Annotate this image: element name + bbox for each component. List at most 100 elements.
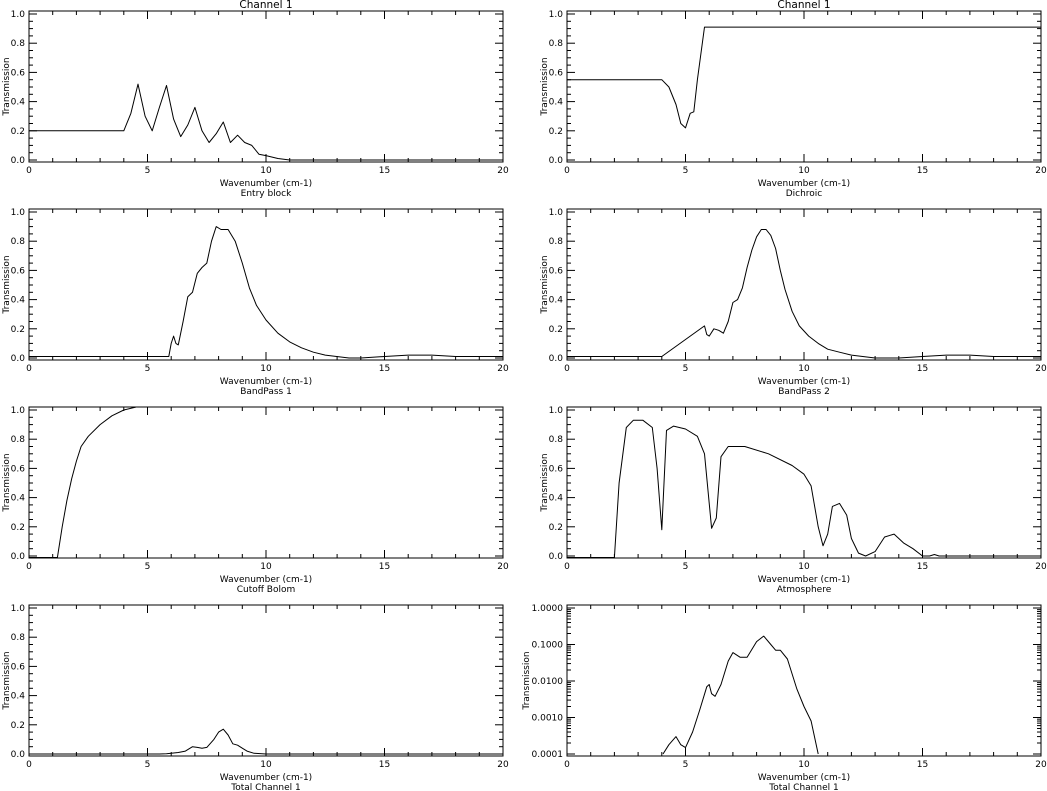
x-tick-label: 5 bbox=[683, 562, 689, 572]
y-tick-label: 1.0 bbox=[549, 10, 564, 20]
x-tick-label: 20 bbox=[1035, 166, 1047, 176]
x-tick-label: 10 bbox=[260, 364, 272, 374]
y-tick-label: 0.4 bbox=[549, 494, 564, 504]
plot-frame bbox=[28, 406, 504, 559]
y-tick-label: 0.0 bbox=[11, 552, 26, 562]
plot-frame bbox=[566, 406, 1042, 559]
y-tick-label: 0.6 bbox=[549, 68, 564, 78]
chart-panel-7: 0 5 10 15 20 0.0 0.2 0.4 0.6 0.8 1.0 Wavenumber (cm… bbox=[2, 604, 509, 791]
x-axis-label: Wavenumber (cm-1) bbox=[758, 575, 850, 585]
y-tick-label: 0.2 bbox=[549, 325, 563, 335]
x-tick-label: 5 bbox=[683, 760, 689, 770]
chart-panel-4: 0 5 10 15 20 0.0 0.2 0.4 0.6 0.8 1.0 Wavenumber (cm… bbox=[540, 208, 1047, 397]
x-axis-label: Wavenumber (cm-1) bbox=[220, 575, 312, 585]
y-tick-label: 0.0100 bbox=[532, 677, 564, 687]
y-axis-label: Transmission bbox=[540, 255, 550, 314]
y-tick-label: 0.4 bbox=[11, 494, 26, 504]
y-tick-label: 0.0001 bbox=[532, 750, 564, 760]
x-tick-label: 10 bbox=[260, 562, 272, 572]
x-tick-label: 20 bbox=[1035, 562, 1047, 572]
series-line bbox=[29, 226, 503, 359]
y-tick-label: 0.0 bbox=[549, 156, 564, 166]
y-tick-label: 0.0 bbox=[549, 354, 564, 364]
x-tick-label: 20 bbox=[1035, 760, 1047, 770]
y-tick-label: 0.8 bbox=[11, 633, 26, 643]
y-axis-label: Transmission bbox=[2, 255, 12, 314]
x-tick-label: 0 bbox=[26, 166, 32, 176]
y-axis-label: Transmission bbox=[2, 651, 12, 710]
y-axis-label: Transmission bbox=[540, 57, 550, 116]
x-tick-label: 15 bbox=[917, 364, 928, 374]
x-tick-label: 20 bbox=[497, 760, 509, 770]
chart-subtitle: Total Channel 1 bbox=[768, 783, 838, 791]
y-tick-label: 0.4 bbox=[11, 98, 26, 108]
y-tick-label: 0.8 bbox=[11, 435, 26, 445]
plot-frame bbox=[28, 208, 504, 361]
x-tick-label: 0 bbox=[564, 562, 570, 572]
series-line bbox=[662, 635, 819, 755]
chart-panel-5: 0 5 10 15 20 0.0 0.2 0.4 0.6 0.8 1.0 Wavenumber (cm… bbox=[2, 406, 509, 595]
y-tick-label: 0.0010 bbox=[532, 714, 564, 724]
chart-subtitle: Entry block bbox=[241, 189, 292, 199]
plot-frame bbox=[566, 208, 1042, 361]
x-tick-label: 10 bbox=[798, 166, 810, 176]
series-line bbox=[567, 26, 1041, 129]
y-tick-label: 1.0 bbox=[11, 208, 26, 218]
x-tick-label: 20 bbox=[497, 364, 509, 374]
x-axis-label: Wavenumber (cm-1) bbox=[758, 377, 850, 387]
chart-subtitle: Dichroic bbox=[786, 189, 823, 199]
x-tick-label: 0 bbox=[564, 166, 570, 176]
y-tick-label: 0.8 bbox=[11, 237, 26, 247]
y-tick-label: 0.6 bbox=[549, 464, 564, 474]
x-tick-label: 5 bbox=[145, 364, 151, 374]
x-axis-label: Wavenumber (cm-1) bbox=[758, 773, 850, 783]
y-axis-label: Transmission bbox=[2, 57, 12, 116]
chart-subtitle: Total Channel 1 bbox=[230, 783, 300, 791]
y-tick-label: 0.8 bbox=[549, 39, 564, 49]
y-tick-label: 0.6 bbox=[11, 662, 26, 672]
chart-title: Channel 1 bbox=[777, 0, 830, 11]
y-tick-label: 0.4 bbox=[549, 296, 564, 306]
y-axis-label: Transmission bbox=[540, 453, 550, 512]
x-axis-label: Wavenumber (cm-1) bbox=[220, 179, 312, 189]
y-tick-label: 0.0 bbox=[11, 354, 26, 364]
plot-frame bbox=[28, 10, 504, 163]
y-tick-label: 0.6 bbox=[11, 464, 26, 474]
y-axis-label: Transmission bbox=[2, 453, 12, 512]
series-line bbox=[29, 728, 503, 755]
y-tick-label: 0.4 bbox=[11, 692, 26, 702]
x-tick-label: 10 bbox=[260, 760, 272, 770]
y-tick-label: 0.1000 bbox=[532, 641, 564, 651]
chart-panel-2: 0 5 10 15 20 0.0 0.2 0.4 0.6 0.8 1.0 Channel 1 Waven… bbox=[540, 0, 1047, 199]
x-tick-label: 10 bbox=[798, 364, 810, 374]
y-tick-label: 0.4 bbox=[11, 296, 26, 306]
y-tick-label: 0.2 bbox=[549, 523, 563, 533]
chart-title: Channel 1 bbox=[239, 0, 292, 11]
y-tick-label: 0.2 bbox=[11, 127, 25, 137]
x-tick-label: 5 bbox=[683, 364, 689, 374]
y-tick-label: 0.2 bbox=[549, 127, 563, 137]
chart-subtitle: Cutoff Bolom bbox=[237, 585, 296, 595]
x-tick-label: 0 bbox=[26, 364, 32, 374]
y-tick-label: 1.0 bbox=[11, 10, 26, 20]
y-axis-label: Transmission bbox=[522, 651, 532, 710]
y-tick-label: 0.6 bbox=[549, 266, 564, 276]
chart-subtitle: BandPass 1 bbox=[240, 387, 292, 397]
y-tick-label: 0.0 bbox=[549, 552, 564, 562]
series-line bbox=[567, 419, 1041, 558]
x-tick-label: 15 bbox=[379, 562, 390, 572]
x-tick-label: 15 bbox=[379, 166, 390, 176]
x-axis-label: Wavenumber (cm-1) bbox=[758, 179, 850, 189]
x-tick-label: 15 bbox=[917, 760, 928, 770]
y-tick-label: 1.0 bbox=[549, 208, 564, 218]
y-tick-label: 0.6 bbox=[11, 266, 26, 276]
x-tick-label: 10 bbox=[798, 562, 810, 572]
plot-frame bbox=[566, 604, 1042, 757]
plot-frame bbox=[566, 10, 1042, 163]
chart-subtitle: Atmosphere bbox=[777, 585, 832, 595]
y-tick-label: 1.0 bbox=[11, 406, 26, 416]
series-line bbox=[29, 407, 138, 558]
x-axis-label: Wavenumber (cm-1) bbox=[220, 377, 312, 387]
y-tick-label: 0.8 bbox=[11, 39, 26, 49]
